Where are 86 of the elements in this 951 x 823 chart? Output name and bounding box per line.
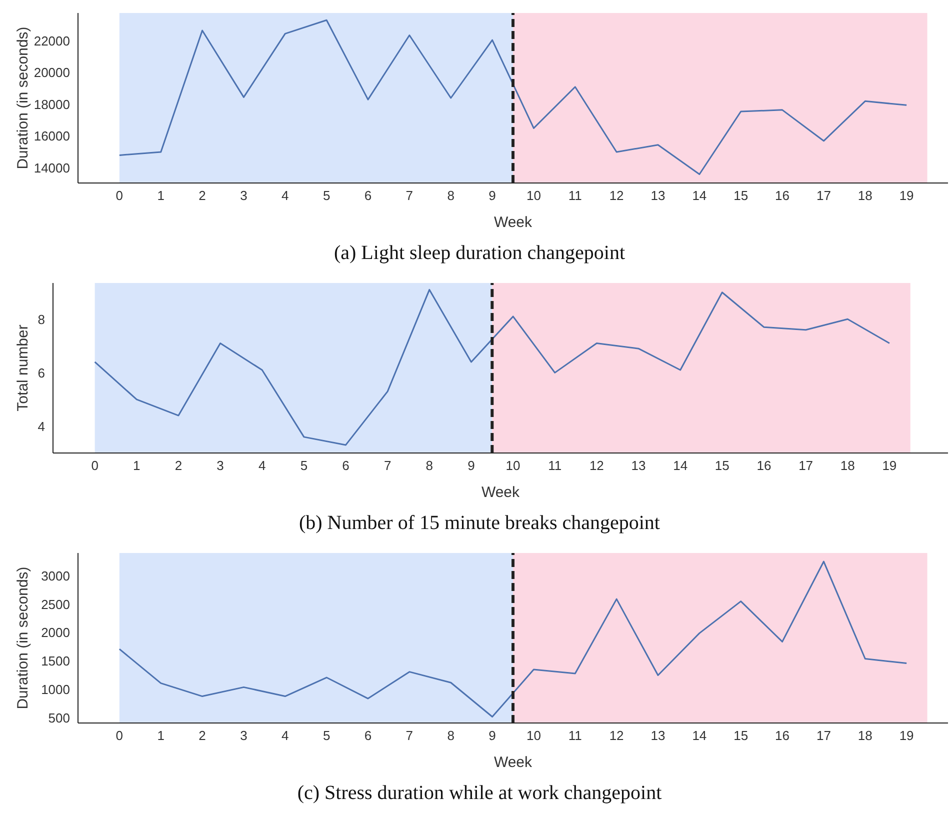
y-tick-label: 18000 (34, 96, 70, 112)
x-tick-label: 2 (198, 728, 206, 744)
x-tick-label: 3 (216, 458, 224, 474)
y-axis-title: Total number (14, 324, 32, 412)
y-tick-label: 1000 (41, 682, 70, 698)
y-tick-label: 6 (38, 365, 45, 380)
x-tick-label: 19 (882, 458, 897, 474)
x-tick-label: 2 (174, 458, 182, 474)
x-tick-label: 13 (650, 728, 666, 744)
x-tick-label: 19 (899, 728, 914, 744)
x-tick-label: 0 (91, 458, 98, 474)
x-tick-label: 15 (734, 728, 748, 744)
x-tick-label: 17 (798, 458, 814, 474)
y-tick-label: 14000 (34, 160, 70, 176)
text: (c) Stress duration while at work changepoint (296, 781, 663, 806)
x-tick-label: 10 (506, 458, 520, 474)
x-tick-label: 5 (300, 458, 308, 474)
x-tick-label: 3 (240, 188, 248, 204)
x-tick-label: 15 (714, 458, 730, 474)
x-tick-label: 17 (816, 188, 831, 204)
x-tick-label: 11 (568, 728, 582, 744)
x-tick-label: 18 (840, 458, 855, 474)
x-tick-label: 14 (673, 458, 688, 474)
x-tick-label: 3 (240, 728, 248, 744)
x-axis-title: Week (494, 214, 533, 231)
y-tick-label: 2500 (41, 596, 70, 612)
x-tick-label: 4 (282, 188, 289, 204)
x-tick-label: 0 (116, 728, 124, 744)
x-tick-label: 12 (609, 728, 624, 744)
x-tick-label: 16 (775, 728, 790, 744)
x-tick-label: 14 (692, 188, 707, 204)
x-tick-label: 4 (282, 728, 289, 744)
x-tick-label: 7 (406, 188, 414, 204)
x-tick-label: 1 (157, 188, 164, 204)
x-tick-label: 13 (650, 188, 666, 204)
y-tick-label: 1500 (41, 654, 70, 669)
y-tick-label: 8 (38, 312, 45, 327)
x-tick-label: 13 (631, 458, 646, 474)
line-series (118, 560, 908, 718)
x-tick-label: 5 (322, 728, 330, 744)
x-axis-title: Week (494, 754, 533, 771)
y-tick-label: 4 (38, 418, 45, 434)
x-tick-label: 1 (133, 458, 140, 474)
x-tick-label: 1 (157, 728, 164, 744)
x-tick-label: 8 (447, 728, 454, 744)
x-axis-title: Week (481, 484, 520, 501)
y-tick-label: 3000 (41, 568, 70, 584)
text: (b) Number of 15 minute breaks changepoint (298, 511, 661, 536)
y-tick-label: 16000 (34, 128, 70, 144)
x-tick-label: 9 (488, 188, 496, 204)
y-tick-label: 500 (48, 710, 70, 726)
text: (a) Light sleep duration changepoint (332, 241, 626, 266)
x-tick-label: 18 (858, 728, 872, 744)
x-tick-label: 19 (899, 188, 914, 204)
x-tick-label: 4 (258, 458, 266, 474)
x-tick-label: 17 (816, 728, 831, 744)
x-tick-label: 6 (364, 188, 372, 204)
y-tick-label: 22000 (34, 33, 70, 48)
x-tick-label: 6 (364, 728, 372, 744)
x-tick-label: 11 (548, 458, 562, 474)
x-tick-label: 12 (589, 458, 604, 474)
x-tick-label: 10 (526, 728, 541, 744)
x-tick-label: 8 (426, 458, 434, 474)
line-series (118, 19, 908, 176)
x-tick-label: 16 (775, 188, 790, 204)
x-tick-label: 15 (734, 188, 748, 204)
x-tick-label: 11 (568, 188, 582, 204)
x-tick-label: 7 (384, 458, 392, 474)
y-tick-label: 2000 (41, 625, 70, 640)
x-tick-label: 18 (858, 188, 872, 204)
x-tick-label: 16 (756, 458, 772, 474)
x-tick-label: 9 (468, 458, 475, 474)
x-tick-label: 10 (526, 188, 541, 204)
line-series (94, 288, 890, 446)
x-tick-label: 0 (116, 188, 124, 204)
x-tick-label: 5 (322, 188, 330, 204)
y-tick-label: 20000 (34, 65, 70, 80)
x-tick-label: 8 (447, 188, 454, 204)
y-axis-title: Duration (in seconds) (14, 566, 32, 710)
x-tick-label: 2 (198, 188, 206, 204)
x-tick-label: 12 (609, 188, 624, 204)
x-tick-label: 14 (692, 728, 707, 744)
x-tick-label: 7 (406, 728, 414, 744)
x-tick-label: 6 (342, 458, 350, 474)
x-tick-label: 9 (488, 728, 496, 744)
y-axis-title: Duration (in seconds) (14, 26, 32, 170)
